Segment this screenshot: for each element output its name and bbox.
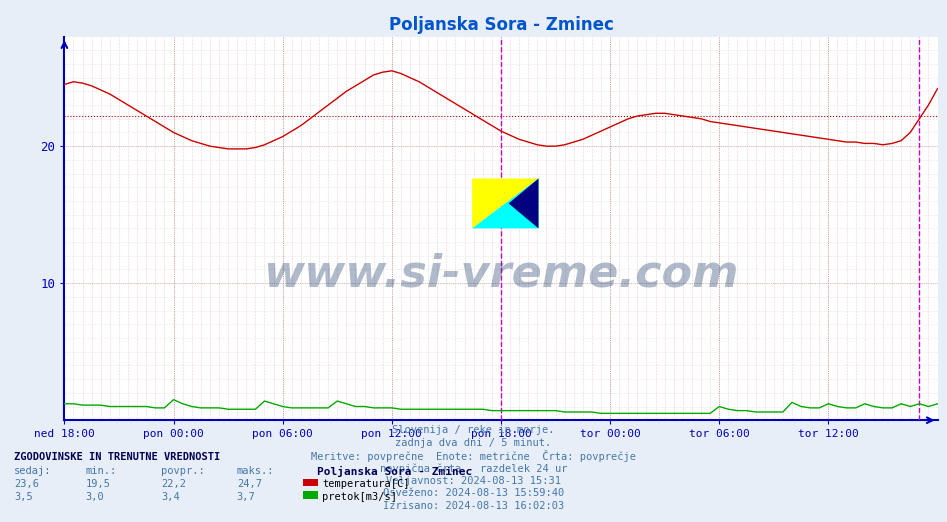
Text: 3,0: 3,0 <box>85 492 104 502</box>
Text: sedaj:: sedaj: <box>14 466 52 476</box>
Text: min.:: min.: <box>85 466 116 476</box>
Text: 3,4: 3,4 <box>161 492 180 502</box>
Text: Slovenija / reke in morje.: Slovenija / reke in morje. <box>392 425 555 435</box>
Text: 22,2: 22,2 <box>161 479 186 489</box>
Text: 3,5: 3,5 <box>14 492 33 502</box>
Text: ZGODOVINSKE IN TRENUTNE VREDNOSTI: ZGODOVINSKE IN TRENUTNE VREDNOSTI <box>14 452 221 461</box>
Text: pretok[m3/s]: pretok[m3/s] <box>322 492 397 502</box>
Title: Poljanska Sora - Zminec: Poljanska Sora - Zminec <box>388 16 614 33</box>
Text: navpična črta - razdelek 24 ur: navpična črta - razdelek 24 ur <box>380 463 567 473</box>
Polygon shape <box>473 179 539 229</box>
Text: zadnja dva dni / 5 minut.: zadnja dva dni / 5 minut. <box>396 438 551 448</box>
Text: 24,7: 24,7 <box>237 479 261 489</box>
Text: Izrisano: 2024-08-13 16:02:03: Izrisano: 2024-08-13 16:02:03 <box>383 501 564 511</box>
Polygon shape <box>473 179 539 229</box>
Text: www.si-vreme.com: www.si-vreme.com <box>263 253 739 296</box>
Text: 19,5: 19,5 <box>85 479 110 489</box>
Text: Meritve: povprečne  Enote: metrične  Črta: povprečje: Meritve: povprečne Enote: metrične Črta:… <box>311 450 636 462</box>
Text: maks.:: maks.: <box>237 466 275 476</box>
Text: Poljanska Sora - Zminec: Poljanska Sora - Zminec <box>317 466 473 477</box>
Text: 3,7: 3,7 <box>237 492 256 502</box>
Text: povpr.:: povpr.: <box>161 466 205 476</box>
Text: temperatura[C]: temperatura[C] <box>322 479 409 489</box>
Polygon shape <box>509 179 539 229</box>
Text: 23,6: 23,6 <box>14 479 39 489</box>
Text: Osveženo: 2024-08-13 15:59:40: Osveženo: 2024-08-13 15:59:40 <box>383 488 564 498</box>
Text: Veljavnost: 2024-08-13 15:31: Veljavnost: 2024-08-13 15:31 <box>386 476 561 485</box>
